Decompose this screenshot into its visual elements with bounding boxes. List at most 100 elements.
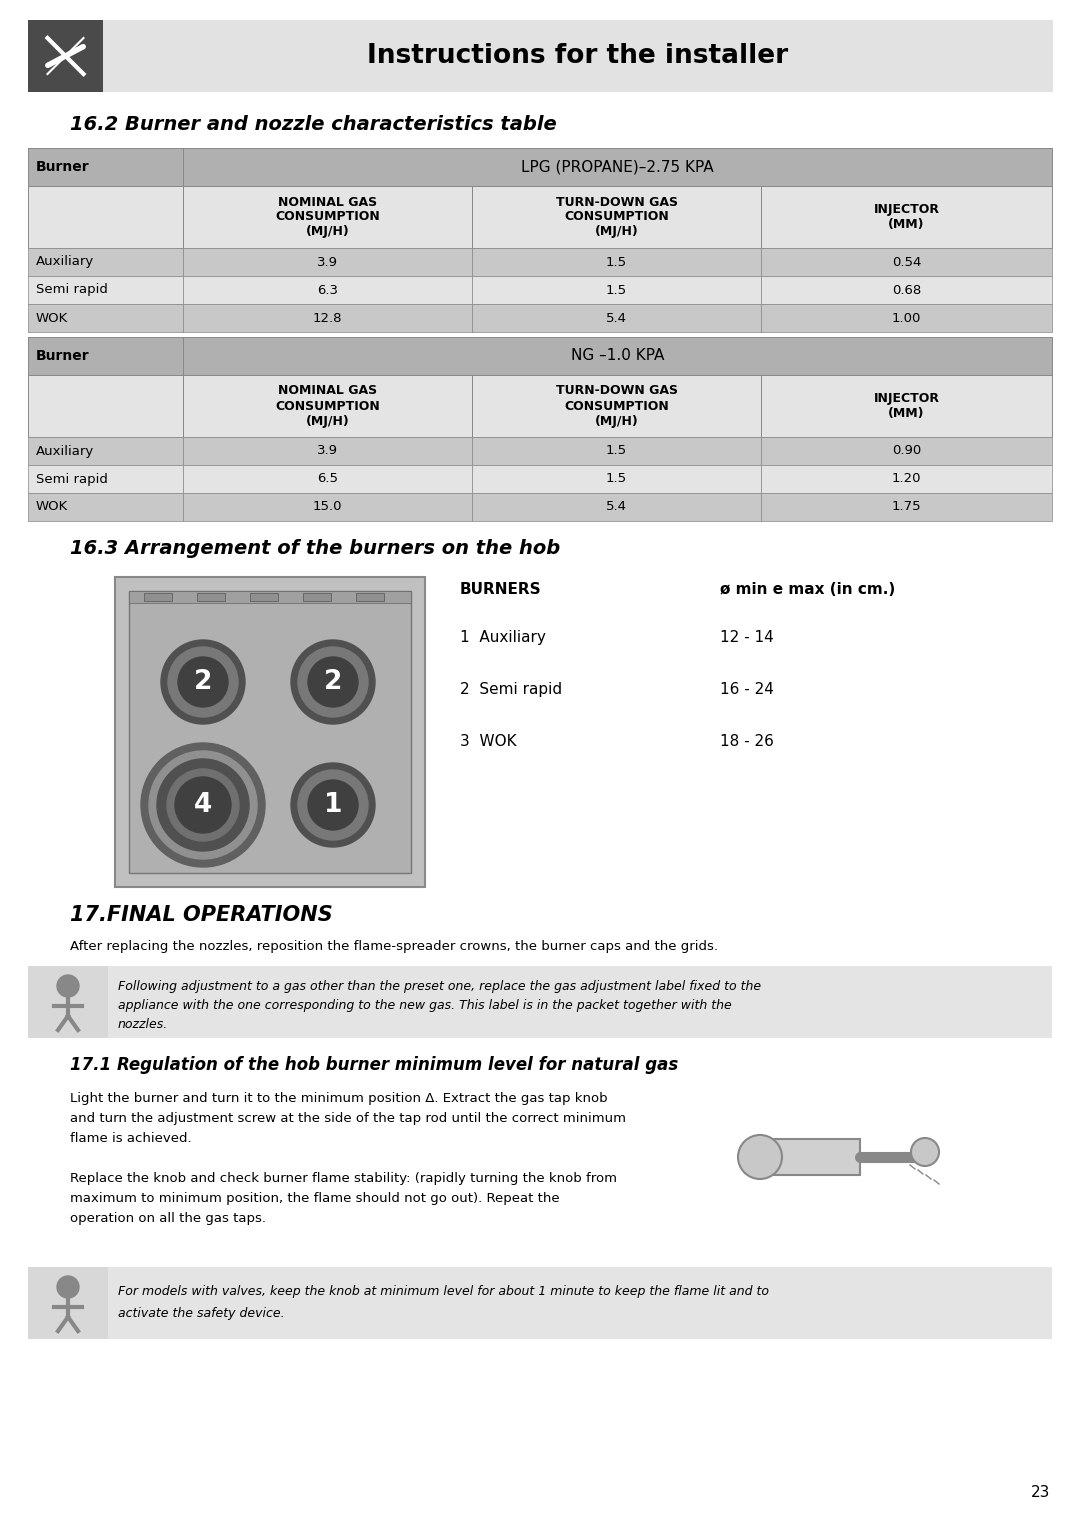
Text: Auxiliary: Auxiliary xyxy=(36,445,94,457)
Bar xyxy=(28,277,183,304)
Text: 3.9: 3.9 xyxy=(318,255,338,269)
Text: NOMINAL GAS
CONSUMPTION
(MJ/H): NOMINAL GAS CONSUMPTION (MJ/H) xyxy=(275,385,380,428)
Text: Light the burner and turn it to the minimum position Δ. Extract the gas tap knob: Light the burner and turn it to the mini… xyxy=(70,1093,608,1105)
Text: INJECTOR
(MM): INJECTOR (MM) xyxy=(874,393,940,420)
Text: Burner: Burner xyxy=(36,348,90,364)
Text: Semi rapid: Semi rapid xyxy=(36,284,108,296)
Text: Replace the knob and check burner flame stability: (rapidly turning the knob fro: Replace the knob and check burner flame … xyxy=(70,1172,617,1186)
Bar xyxy=(183,374,472,437)
Bar xyxy=(28,248,183,277)
Bar xyxy=(183,494,472,521)
Bar xyxy=(197,593,225,601)
Bar xyxy=(761,465,1052,494)
Text: TURN-DOWN GAS
CONSUMPTION
(MJ/H): TURN-DOWN GAS CONSUMPTION (MJ/H) xyxy=(555,385,677,428)
Text: LPG (PROPANE)–2.75 KPA: LPG (PROPANE)–2.75 KPA xyxy=(522,159,714,174)
Bar xyxy=(472,494,761,521)
Bar xyxy=(28,338,183,374)
Bar xyxy=(129,591,411,872)
Text: 1.00: 1.00 xyxy=(892,312,921,324)
Text: WOK: WOK xyxy=(36,312,68,324)
Bar xyxy=(144,593,172,601)
Text: Semi rapid: Semi rapid xyxy=(36,472,108,486)
Bar xyxy=(761,494,1052,521)
Text: 0.90: 0.90 xyxy=(892,445,921,457)
Circle shape xyxy=(912,1138,939,1166)
Circle shape xyxy=(157,759,249,851)
Text: Auxiliary: Auxiliary xyxy=(36,255,94,269)
Bar xyxy=(761,277,1052,304)
Bar xyxy=(183,465,472,494)
Text: operation on all the gas taps.: operation on all the gas taps. xyxy=(70,1212,266,1225)
Text: 6.5: 6.5 xyxy=(318,472,338,486)
Circle shape xyxy=(57,975,79,996)
Text: 1.5: 1.5 xyxy=(606,472,627,486)
Bar xyxy=(472,248,761,277)
Text: appliance with the one corresponding to the new gas. This label is in the packet: appliance with the one corresponding to … xyxy=(118,999,732,1012)
Text: 12 - 14: 12 - 14 xyxy=(720,630,773,645)
Bar xyxy=(472,465,761,494)
Bar xyxy=(28,465,183,494)
Text: and turn the adjustment screw at the side of the tap rod until the correct minim: and turn the adjustment screw at the sid… xyxy=(70,1112,626,1125)
Bar xyxy=(356,593,384,601)
Text: 0.68: 0.68 xyxy=(892,284,921,296)
Text: 3.9: 3.9 xyxy=(318,445,338,457)
Text: 1.20: 1.20 xyxy=(892,472,921,486)
Circle shape xyxy=(291,762,375,847)
Bar xyxy=(472,304,761,332)
Bar xyxy=(114,578,426,886)
Bar xyxy=(28,304,183,332)
Circle shape xyxy=(149,750,257,859)
Bar xyxy=(472,437,761,465)
Text: 1.5: 1.5 xyxy=(606,255,627,269)
Text: NOMINAL GAS
CONSUMPTION
(MJ/H): NOMINAL GAS CONSUMPTION (MJ/H) xyxy=(275,196,380,238)
Circle shape xyxy=(167,769,239,840)
Circle shape xyxy=(57,1276,79,1297)
Text: Instructions for the installer: Instructions for the installer xyxy=(367,43,788,69)
Text: maximum to minimum position, the flame should not go out). Repeat the: maximum to minimum position, the flame s… xyxy=(70,1192,559,1206)
Circle shape xyxy=(175,778,231,833)
Text: 17.1 Regulation of the hob burner minimum level for natural gas: 17.1 Regulation of the hob burner minimu… xyxy=(70,1056,678,1074)
Text: 1.5: 1.5 xyxy=(606,284,627,296)
Text: 12.8: 12.8 xyxy=(313,312,342,324)
Bar xyxy=(183,248,472,277)
Bar xyxy=(472,374,761,437)
Bar xyxy=(249,593,278,601)
Bar xyxy=(761,437,1052,465)
Bar xyxy=(472,277,761,304)
Bar xyxy=(28,374,183,437)
Text: TURN-DOWN GAS
CONSUMPTION
(MJ/H): TURN-DOWN GAS CONSUMPTION (MJ/H) xyxy=(555,196,677,238)
Text: 16 - 24: 16 - 24 xyxy=(720,681,774,697)
Bar xyxy=(28,148,183,186)
Circle shape xyxy=(298,646,368,717)
Bar xyxy=(183,304,472,332)
Text: ø min e max (in cm.): ø min e max (in cm.) xyxy=(720,582,895,597)
Text: WOK: WOK xyxy=(36,501,68,513)
Text: 5.4: 5.4 xyxy=(606,501,627,513)
Bar xyxy=(761,304,1052,332)
Text: 18 - 26: 18 - 26 xyxy=(720,733,774,749)
Text: Following adjustment to a gas other than the preset one, replace the gas adjustm: Following adjustment to a gas other than… xyxy=(118,979,761,993)
Text: 16.3 Arrangement of the burners on the hob: 16.3 Arrangement of the burners on the h… xyxy=(70,539,561,558)
Bar xyxy=(770,1138,860,1175)
Circle shape xyxy=(178,657,228,707)
Text: 1  Auxiliary: 1 Auxiliary xyxy=(460,630,545,645)
Text: NG –1.0 KPA: NG –1.0 KPA xyxy=(571,348,664,364)
Bar xyxy=(472,186,761,248)
Text: 3  WOK: 3 WOK xyxy=(460,733,516,749)
Text: 1.75: 1.75 xyxy=(892,501,921,513)
Text: Burner: Burner xyxy=(36,160,90,174)
Text: 16.2 Burner and nozzle characteristics table: 16.2 Burner and nozzle characteristics t… xyxy=(70,115,557,134)
Circle shape xyxy=(298,770,368,840)
Bar xyxy=(103,20,1053,92)
Bar xyxy=(28,494,183,521)
Bar xyxy=(28,186,183,248)
Text: 5.4: 5.4 xyxy=(606,312,627,324)
Bar xyxy=(183,338,1052,374)
Text: 2  Semi rapid: 2 Semi rapid xyxy=(460,681,562,697)
Circle shape xyxy=(161,640,245,724)
Text: After replacing the nozzles, reposition the flame-spreader crowns, the burner ca: After replacing the nozzles, reposition … xyxy=(70,940,718,953)
Text: activate the safety device.: activate the safety device. xyxy=(118,1306,285,1320)
Text: 0.54: 0.54 xyxy=(892,255,921,269)
Text: INJECTOR
(MM): INJECTOR (MM) xyxy=(874,203,940,231)
Bar xyxy=(28,1267,108,1339)
